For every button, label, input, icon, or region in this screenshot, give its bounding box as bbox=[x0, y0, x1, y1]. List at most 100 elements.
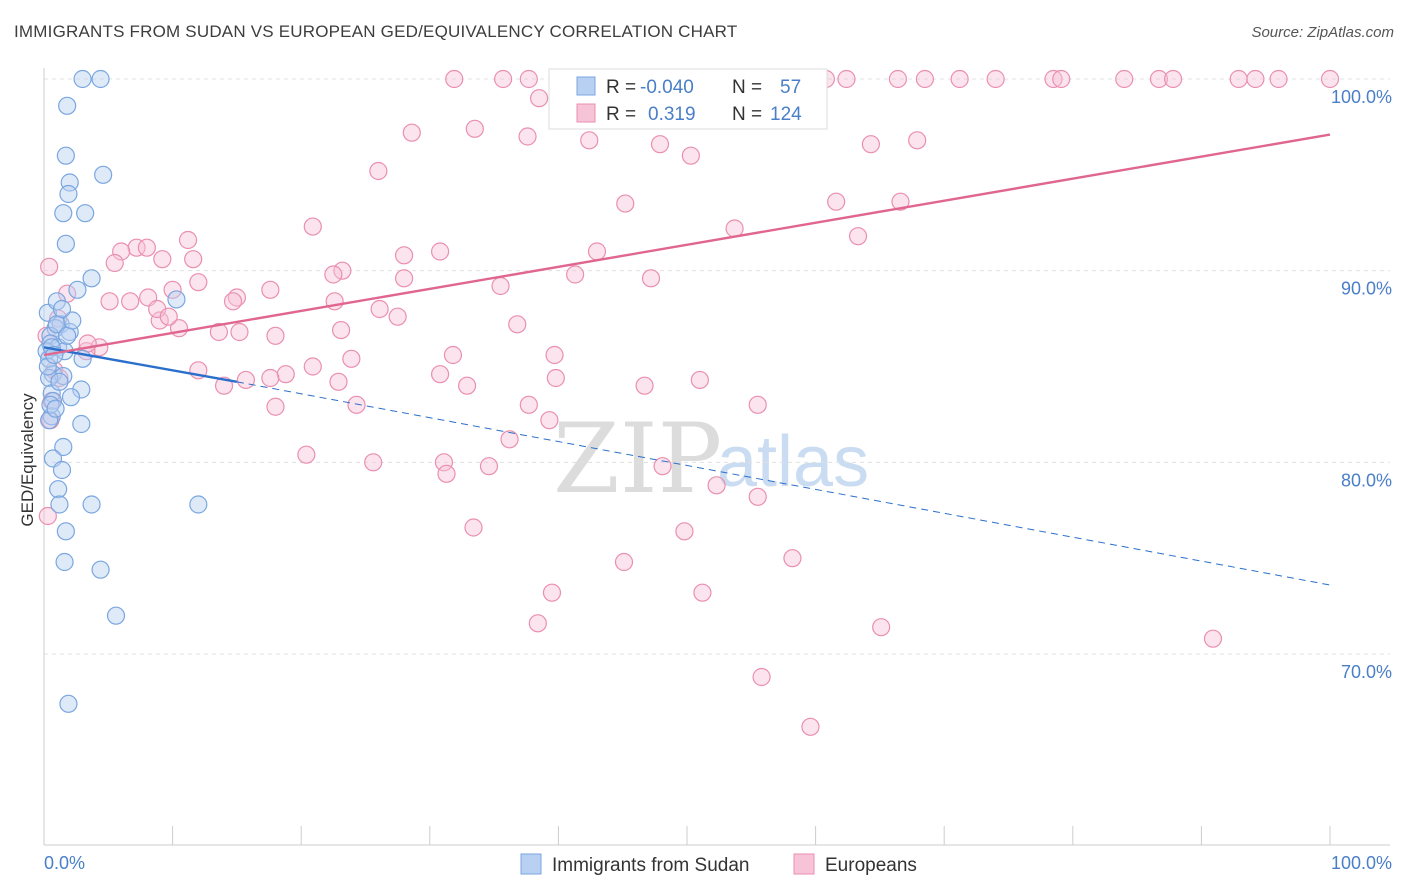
watermark: ZIP atlas bbox=[553, 403, 869, 515]
x-axis-ticks bbox=[43, 826, 1331, 845]
europeans-point bbox=[1164, 69, 1183, 89]
europeans-point bbox=[1320, 69, 1340, 89]
europeans-point bbox=[801, 717, 820, 736]
europeans-point bbox=[908, 131, 927, 150]
europeans-point bbox=[491, 276, 510, 296]
europeans-point bbox=[494, 69, 513, 89]
legend-r-label-2: R = bbox=[606, 104, 636, 125]
europeans-point bbox=[236, 370, 256, 390]
europeans-point bbox=[641, 269, 661, 288]
europeans-point bbox=[888, 69, 908, 89]
sudan-points bbox=[37, 69, 208, 713]
europeans-point bbox=[163, 280, 182, 299]
europeans-point bbox=[587, 242, 607, 261]
europeans-point bbox=[445, 69, 464, 89]
europeans-point bbox=[1052, 69, 1071, 89]
sudan-point bbox=[73, 69, 92, 89]
legend-swatch-blue bbox=[576, 76, 596, 96]
sudan-point bbox=[56, 146, 75, 165]
europeans-point bbox=[635, 376, 654, 395]
europeans-point bbox=[950, 69, 969, 89]
sudan-point bbox=[76, 204, 95, 223]
sudan-point bbox=[82, 269, 101, 288]
europeans-point bbox=[261, 368, 280, 388]
europeans-point bbox=[566, 265, 585, 284]
europeans-point bbox=[650, 135, 670, 154]
sudan-point bbox=[82, 495, 101, 514]
europeans-point bbox=[388, 307, 407, 326]
europeans-point bbox=[518, 127, 537, 146]
sudan-point bbox=[72, 380, 91, 399]
europeans-point bbox=[303, 217, 322, 236]
sudan-point bbox=[54, 437, 73, 457]
europeans-point bbox=[457, 376, 477, 395]
legend-n-label-1: N = bbox=[732, 77, 762, 98]
europeans-point bbox=[748, 395, 767, 414]
europeans-point bbox=[986, 69, 1005, 89]
europeans-point bbox=[530, 89, 549, 108]
europeans-point bbox=[752, 667, 771, 687]
legend-r-value-2: 0.319 bbox=[648, 104, 696, 125]
europeans-point bbox=[690, 370, 709, 390]
series-legend-swatch-europeans bbox=[793, 853, 815, 875]
europeans-point bbox=[434, 453, 454, 472]
europeans-point bbox=[681, 146, 700, 165]
sudan-trend-solid bbox=[43, 346, 238, 384]
europeans-point bbox=[848, 227, 868, 246]
europeans-point bbox=[1246, 69, 1265, 89]
sudan-point bbox=[59, 184, 78, 204]
europeans-point bbox=[443, 345, 463, 365]
europeans-point bbox=[369, 161, 388, 181]
y-axis-label: GED/Equivalency bbox=[18, 393, 37, 527]
europeans-point bbox=[276, 365, 295, 384]
sudan-point bbox=[56, 522, 75, 541]
sudan-point bbox=[60, 173, 79, 192]
series-legend-label-europeans: Europeans bbox=[825, 855, 917, 876]
europeans-point bbox=[616, 194, 635, 213]
sudan-point bbox=[167, 290, 186, 309]
europeans-point bbox=[465, 119, 484, 138]
europeans-point bbox=[364, 453, 383, 472]
europeans-point bbox=[342, 349, 361, 368]
europeans-trend bbox=[43, 133, 1331, 357]
europeans-point bbox=[430, 365, 450, 384]
europeans-point bbox=[153, 250, 172, 269]
sudan-point bbox=[61, 388, 81, 407]
sudan-point bbox=[49, 480, 68, 499]
sudan-point bbox=[63, 311, 82, 330]
europeans-point bbox=[545, 345, 564, 365]
europeans-point bbox=[230, 322, 249, 342]
europeans-point bbox=[542, 583, 562, 602]
sudan-trend-dashed bbox=[236, 381, 1331, 586]
europeans-point bbox=[464, 518, 483, 537]
europeans-point bbox=[266, 326, 285, 345]
sudan-point bbox=[40, 411, 59, 430]
sudan-point bbox=[50, 495, 69, 514]
sudan-point bbox=[50, 372, 69, 391]
europeans-point bbox=[437, 464, 456, 483]
europeans-point bbox=[528, 614, 547, 633]
sudan-point bbox=[55, 552, 74, 572]
europeans-point bbox=[261, 280, 280, 299]
europeans-point bbox=[614, 552, 634, 572]
europeans-point bbox=[693, 583, 712, 602]
europeans-point bbox=[223, 292, 243, 311]
europeans-point bbox=[1203, 629, 1223, 648]
europeans-point bbox=[150, 311, 169, 330]
europeans-point bbox=[303, 357, 322, 376]
legend-r-value-1: -0.040 bbox=[640, 77, 694, 98]
y-tick-label: 70.0% bbox=[1341, 662, 1392, 682]
europeans-point bbox=[184, 250, 203, 269]
europeans-point bbox=[1044, 69, 1063, 89]
europeans-point bbox=[209, 322, 228, 342]
europeans-point bbox=[915, 69, 935, 89]
x-tick-label-min: 0.0% bbox=[44, 853, 85, 873]
europeans-point bbox=[430, 242, 450, 261]
legend-n-value-1: 57 bbox=[780, 77, 801, 98]
europeans-point bbox=[748, 487, 767, 506]
sudan-point bbox=[68, 280, 87, 299]
grid bbox=[44, 78, 1390, 655]
legend-r-label-1: R = bbox=[606, 77, 636, 98]
sudan-point bbox=[59, 694, 78, 713]
sudan-point bbox=[72, 414, 91, 434]
